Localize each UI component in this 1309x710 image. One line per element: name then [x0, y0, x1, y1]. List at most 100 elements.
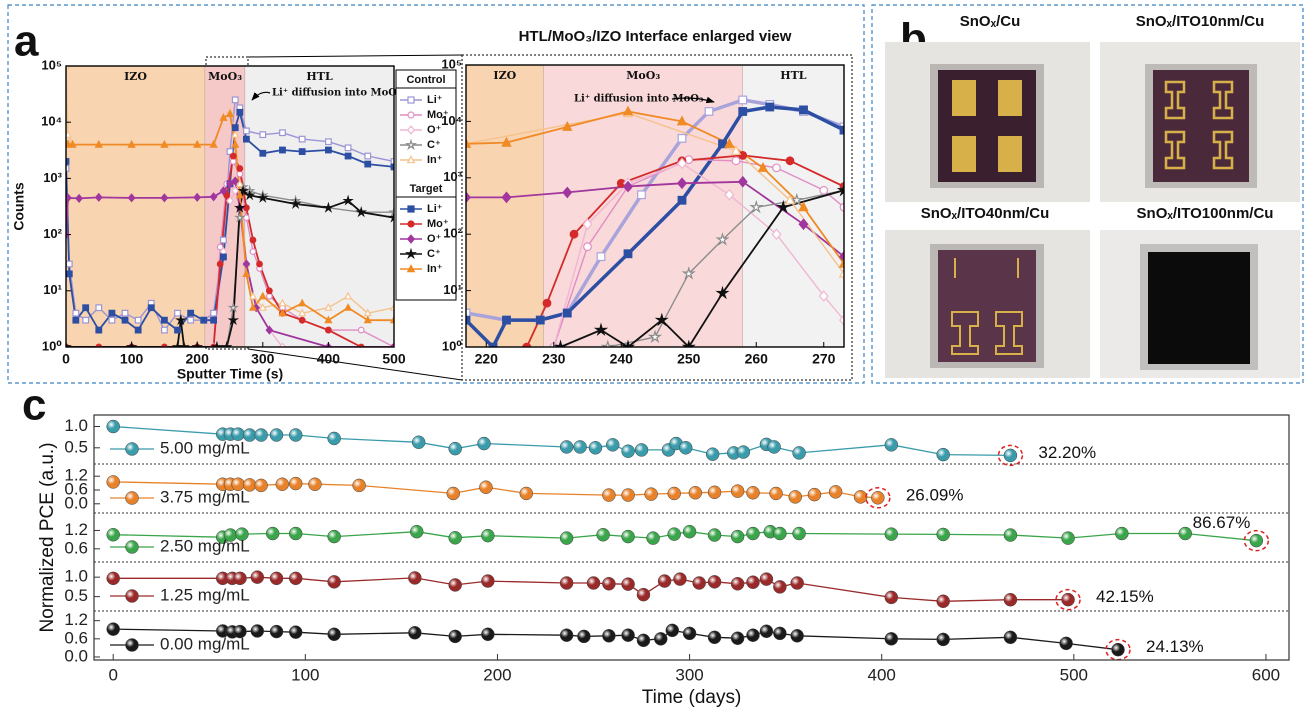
marker — [644, 487, 658, 501]
marker — [446, 486, 461, 501]
panel-label: c — [22, 381, 46, 430]
film — [1148, 252, 1250, 364]
marker — [535, 315, 545, 325]
marker — [82, 316, 90, 324]
marker — [573, 440, 587, 454]
marker — [324, 303, 333, 311]
region-label: HTL — [780, 69, 807, 82]
marker — [522, 342, 532, 347]
marker — [759, 572, 774, 586]
marker — [66, 193, 72, 203]
marker — [298, 308, 307, 317]
marker — [236, 108, 244, 116]
film — [1153, 70, 1249, 182]
marker — [344, 291, 353, 300]
legend-label: 2.50 mg/mL — [160, 536, 250, 555]
marker — [705, 447, 720, 461]
marker — [481, 528, 495, 543]
marker — [681, 266, 696, 280]
marker — [562, 308, 572, 318]
marker — [773, 526, 787, 541]
region — [66, 66, 206, 347]
legend-label: C⁺ — [427, 248, 441, 260]
marker — [406, 264, 416, 273]
marker — [259, 131, 267, 139]
marker — [798, 201, 809, 212]
y-tick-label: 10³ — [443, 169, 462, 184]
marker — [106, 527, 120, 542]
marker — [622, 105, 634, 116]
marker — [1003, 630, 1018, 645]
marker — [298, 135, 306, 143]
marker — [187, 316, 195, 324]
marker — [235, 190, 244, 199]
x-tick-label: 100 — [291, 665, 319, 684]
y-tick-label: 10⁰ — [42, 338, 62, 353]
marker — [231, 186, 240, 196]
marker — [231, 96, 239, 104]
marker — [269, 428, 284, 442]
marker — [790, 629, 804, 643]
y-tick-label: 10⁰ — [442, 338, 462, 353]
marker — [623, 249, 633, 259]
marker — [682, 524, 697, 539]
panel-label: a — [14, 17, 39, 66]
marker — [692, 576, 706, 590]
marker — [936, 527, 950, 542]
marker — [839, 314, 844, 326]
marker — [799, 105, 808, 115]
legend-label: C⁺ — [427, 139, 441, 151]
marker — [327, 575, 341, 589]
marker — [654, 632, 668, 646]
marker — [715, 232, 730, 246]
panel-b-frame — [871, 4, 1304, 384]
marker — [583, 242, 592, 252]
marker — [216, 243, 224, 251]
legend-label: Mo⁺ — [427, 218, 449, 230]
marker — [818, 290, 829, 302]
y-tick-label: 10⁵ — [41, 57, 62, 72]
marker — [231, 129, 240, 138]
marker — [95, 304, 103, 312]
marker — [738, 95, 748, 105]
series-line — [525, 154, 844, 347]
marker — [178, 340, 190, 347]
marker — [731, 156, 741, 166]
marker — [216, 260, 224, 268]
marker — [288, 428, 303, 442]
marker — [657, 574, 672, 588]
marker — [242, 259, 251, 269]
marker — [352, 478, 366, 493]
marker — [667, 527, 681, 541]
marker — [407, 205, 415, 213]
marker — [559, 628, 574, 642]
end-label: 42.15% — [1096, 587, 1154, 606]
end-highlight — [1243, 529, 1270, 552]
marker — [95, 326, 103, 334]
marker — [559, 531, 574, 545]
marker — [390, 342, 394, 347]
marker — [765, 102, 775, 112]
marker — [288, 526, 303, 541]
photo — [885, 42, 1090, 202]
marker — [211, 340, 223, 347]
x-tick-label: 200 — [186, 351, 210, 367]
marker — [481, 574, 495, 588]
x-tick-label: 200 — [483, 665, 511, 684]
x-tick-label: 300 — [251, 351, 275, 367]
marker — [646, 531, 660, 545]
marker — [542, 298, 552, 308]
marker — [819, 185, 829, 195]
marker — [746, 575, 760, 589]
marker — [577, 629, 591, 644]
marker — [219, 113, 228, 121]
zoom-connector — [247, 54, 463, 58]
end-label: 24.13% — [1146, 637, 1204, 656]
marker — [736, 445, 751, 459]
marker — [390, 158, 394, 165]
marker — [559, 440, 574, 454]
marker — [767, 440, 781, 454]
marker — [209, 192, 218, 202]
marker — [233, 624, 247, 639]
